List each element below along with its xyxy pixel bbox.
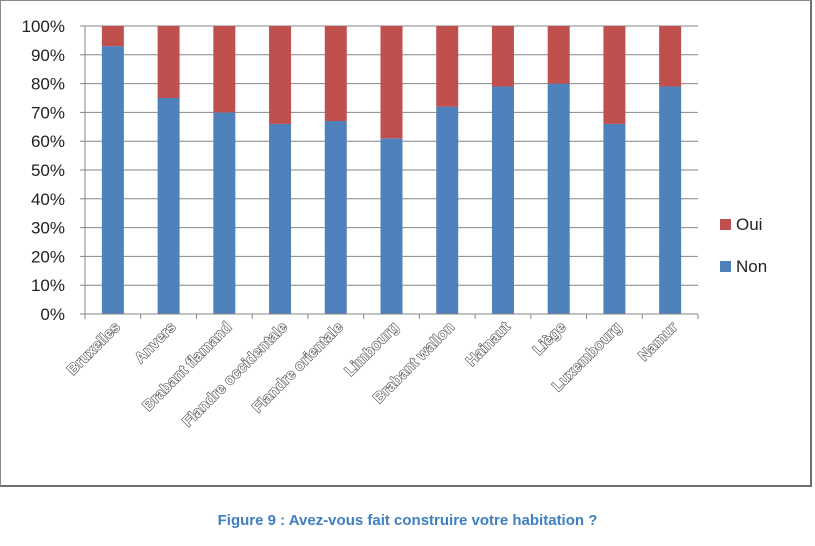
legend-label-oui: Oui <box>736 215 762 234</box>
x-tick-label: Bruxelles <box>64 319 124 379</box>
bar-non-luxembourg <box>603 123 626 314</box>
x-tick-label: Flandre occidentale <box>179 319 291 431</box>
bar-oui-flandre-occidentale <box>269 26 292 124</box>
y-tick-label: 10% <box>31 276 65 295</box>
y-tick-label: 30% <box>31 219 65 238</box>
x-tick-label: Namur <box>635 319 681 365</box>
bar-oui-flandre-orientale <box>324 26 347 122</box>
bar-oui-luxembourg <box>603 26 626 124</box>
bar-non-flandre-occidentale <box>269 123 292 314</box>
axes <box>80 25 699 319</box>
x-tick-label: Anvers <box>131 319 179 367</box>
y-tick-label: 70% <box>31 103 65 122</box>
bar-oui-namur <box>659 26 682 87</box>
bar-oui-limbourg <box>380 26 403 139</box>
stacked-bar-chart: 0% 10% 20% 30% 40% 50% 60% 70% 80% 90% 100% Bruxel… <box>22 17 768 431</box>
bar-non-flandre-orientale <box>324 121 347 314</box>
bars <box>101 26 682 315</box>
y-tick-label: 60% <box>31 132 65 151</box>
y-tick-label: 50% <box>31 161 65 180</box>
bar-oui-bruxelles <box>101 26 124 47</box>
bar-oui-anvers <box>157 26 180 98</box>
bar-oui-brabant-flamand <box>213 26 236 113</box>
bar-non-liège <box>547 83 570 314</box>
bar-oui-liège <box>547 26 570 84</box>
y-tick-labels: 0% 10% 20% 30% 40% 50% 60% 70% 80% 90% 100% <box>22 17 65 324</box>
y-tick-label: 80% <box>31 75 65 94</box>
y-tick-label: 100% <box>22 17 65 36</box>
bar-non-brabant-wallon <box>436 106 459 314</box>
bar-non-hainaut <box>491 86 514 314</box>
bar-non-limbourg <box>380 138 403 314</box>
bar-non-bruxelles <box>101 46 124 314</box>
bar-non-brabant-flamand <box>213 112 236 315</box>
legend-label-non: Non <box>736 257 767 276</box>
legend: Oui Non <box>720 215 767 276</box>
bar-oui-hainaut <box>491 26 514 87</box>
x-tick-label: Liège <box>530 319 570 359</box>
legend-swatch-non <box>720 261 731 272</box>
chart-frame: 0% 10% 20% 30% 40% 50% 60% 70% 80% 90% 100% Bruxel… <box>0 0 812 487</box>
y-tick-label: 40% <box>31 190 65 209</box>
y-tick-label: 20% <box>31 247 65 266</box>
y-tick-label: 0% <box>40 305 65 324</box>
x-tick-label: Hainaut <box>463 319 514 370</box>
bar-oui-brabant-wallon <box>436 26 459 107</box>
figure-caption: Figure 9 : Avez-vous fait construire vot… <box>217 512 598 529</box>
bar-non-namur <box>659 86 682 314</box>
y-tick-label: 90% <box>31 46 65 65</box>
bar-non-anvers <box>157 98 180 314</box>
legend-swatch-oui <box>720 219 731 230</box>
